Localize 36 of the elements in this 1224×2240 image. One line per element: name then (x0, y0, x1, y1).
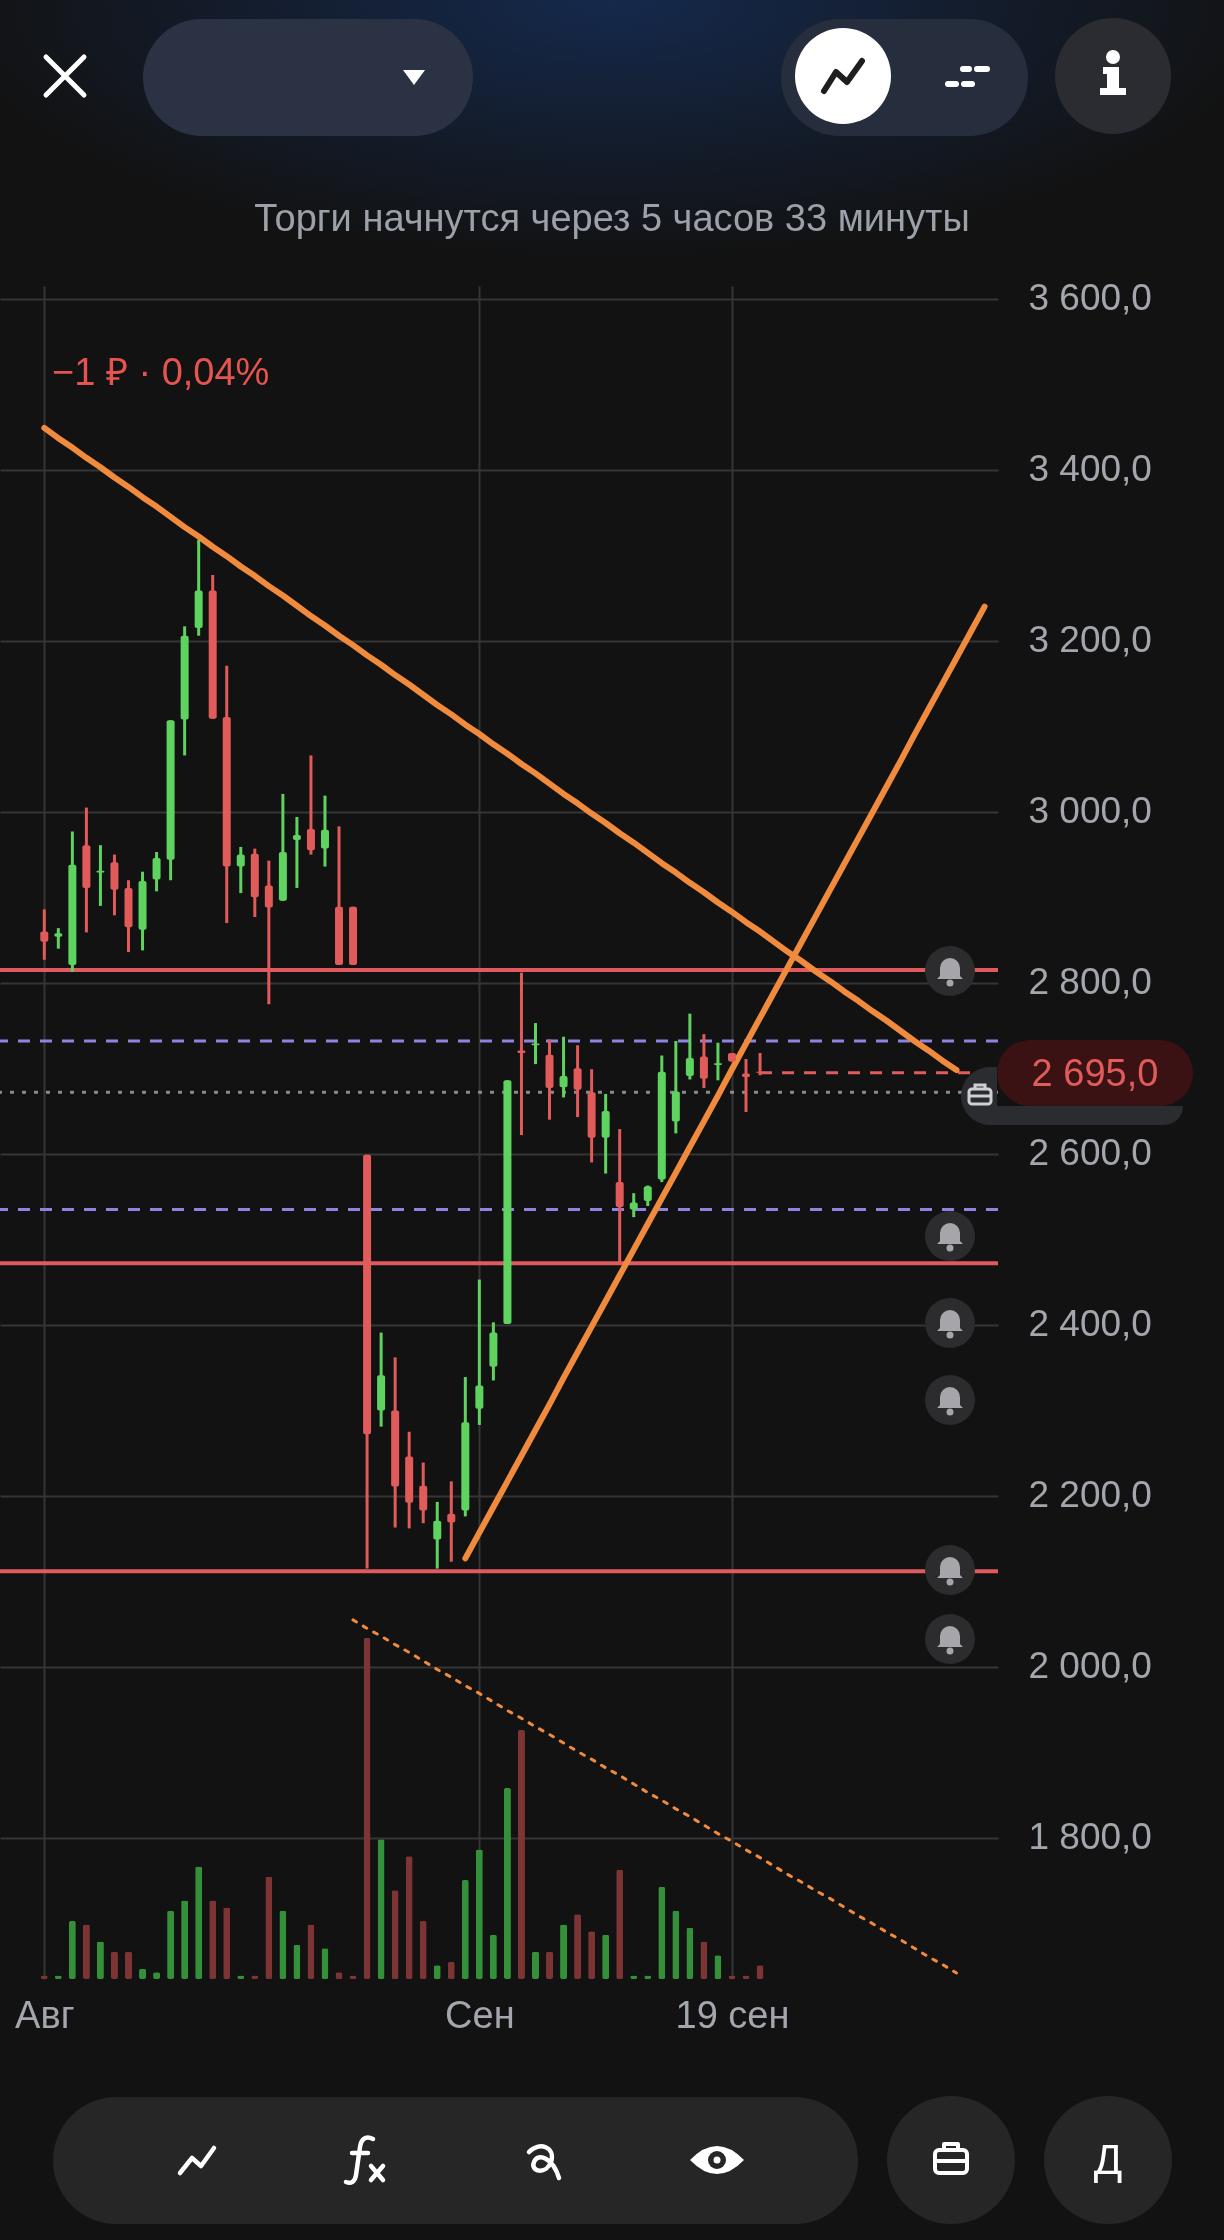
y-tick-label: 3 600,0 (1028, 277, 1152, 319)
bar (125, 1951, 132, 1979)
ref-line-label: 2 695,0 (1031, 1051, 1159, 1094)
y-tick-label: 3 400,0 (1028, 448, 1152, 490)
candlestick (433, 1500, 442, 1569)
y-tick-label: 2 400,0 (1028, 1303, 1152, 1345)
y-tick-label: 2 200,0 (1028, 1474, 1152, 1516)
candlestick (685, 1013, 694, 1080)
x-tick-label: Сен (445, 1993, 515, 2036)
candlestick (573, 1045, 582, 1119)
candlestick (320, 795, 329, 867)
candlestick (629, 1193, 638, 1219)
y-tick-label: 1 800,0 (1028, 1816, 1152, 1858)
candlestick (96, 845, 105, 906)
candlestick (40, 909, 49, 960)
y-tick-label: 3 000,0 (1028, 790, 1152, 832)
candlestick (699, 1034, 708, 1090)
candlestick (559, 1036, 568, 1098)
candlestick (306, 755, 315, 855)
candlestick (54, 928, 63, 949)
candlestick (292, 816, 301, 888)
candlestick (447, 1481, 456, 1562)
x-tick-label: Авг (15, 1993, 75, 2036)
chart-title: Торги начнутся через 5 часов 33 минуты (254, 197, 970, 239)
x-tick-label: 19 сен (675, 1993, 790, 2036)
candlestick (475, 1279, 484, 1425)
y-tick-label: 2 600,0 (1028, 1132, 1152, 1174)
candlestick (152, 852, 161, 892)
y-tick-label: 2 000,0 (1028, 1645, 1152, 1687)
y-tick-label: 2 800,0 (1028, 961, 1152, 1003)
text: Д (1093, 2136, 1123, 2183)
candlestick (236, 845, 245, 895)
annotation: −1 ₽ · 0,04% (52, 351, 270, 393)
candlestick (713, 1042, 722, 1081)
line-series (351, 1618, 959, 1975)
y-tick-label: 3 200,0 (1028, 619, 1152, 661)
